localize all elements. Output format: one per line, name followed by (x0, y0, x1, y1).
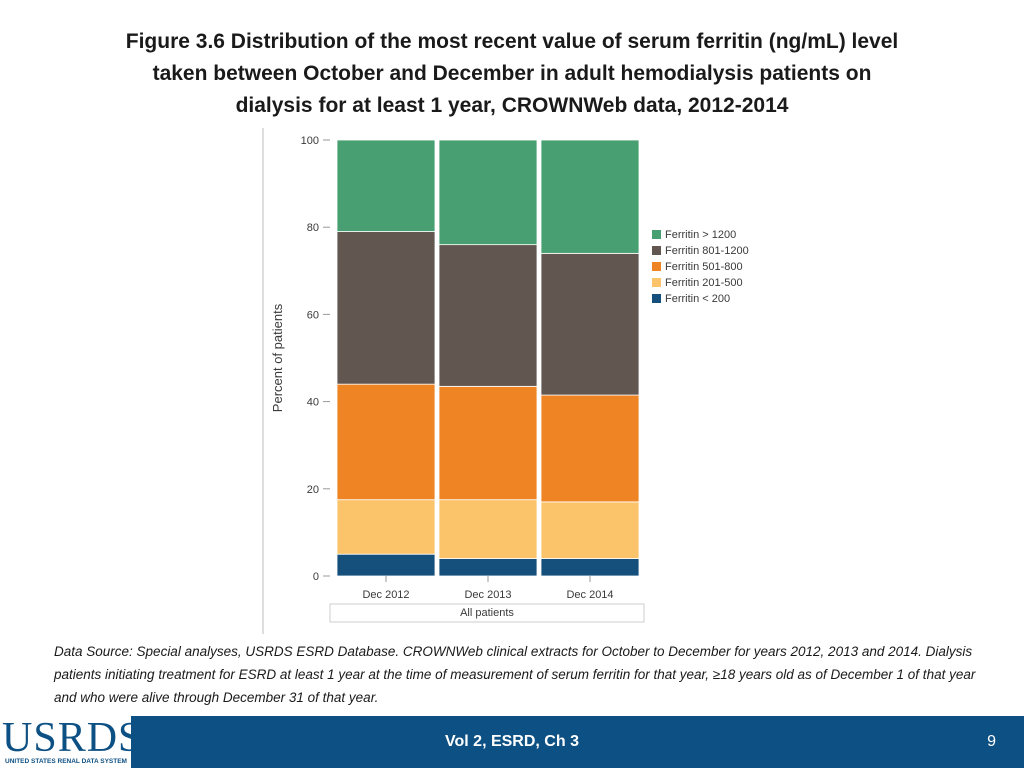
page-number: 9 (987, 733, 996, 750)
footer-bar (0, 716, 1024, 768)
y-tick-label: 20 (307, 484, 319, 496)
x-tick-label: Dec 2013 (464, 589, 511, 601)
bar-segment (540, 139, 640, 254)
bar-segment (438, 499, 538, 559)
title-line-1: Figure 3.6 Distribution of the most rece… (125, 30, 899, 53)
bar-segment (438, 244, 538, 387)
y-tick-label: 40 (307, 397, 319, 409)
legend-label: Ferritin 501-800 (665, 261, 743, 273)
bar-segment (438, 139, 538, 246)
bar-segment (438, 558, 538, 577)
bar-segment (540, 252, 640, 396)
legend-swatch (652, 262, 661, 271)
legend-swatch (652, 230, 661, 239)
bar-segment (540, 394, 640, 503)
bar-segment (540, 558, 640, 577)
slide-title: Figure 3.6 Distribution of the most rece… (60, 26, 964, 122)
bar-segment (336, 499, 436, 555)
legend-label: Ferritin 801-1200 (665, 245, 749, 257)
group-label: All patients (460, 607, 514, 619)
usrds-logo: USRDS (2, 715, 143, 761)
logo-box (0, 716, 131, 768)
x-tick-label: Dec 2012 (362, 589, 409, 601)
y-tick-label: 100 (301, 135, 319, 147)
y-axis-title: Percent of patients (270, 303, 285, 412)
y-tick-label: 60 (307, 309, 319, 321)
bar-segment (336, 553, 436, 577)
bar-segment (336, 139, 436, 232)
legend-label: Ferritin 201-500 (665, 277, 743, 289)
legend-swatch (652, 294, 661, 303)
y-tick-label: 0 (313, 571, 319, 583)
bar-segment (336, 231, 436, 385)
x-tick-label: Dec 2014 (566, 589, 613, 601)
legend-label: Ferritin > 1200 (665, 229, 736, 241)
data-source-note: Data Source: Special analyses, USRDS ESR… (54, 644, 976, 705)
legend-swatch (652, 278, 661, 287)
usrds-logo-subtitle: UNITED STATES RENAL DATA SYSTEM (5, 758, 127, 765)
footer-volume-label: Vol 2, ESRD, Ch 3 (445, 733, 579, 750)
bar-segment (336, 383, 436, 501)
title-line-2: taken between October and December in ad… (152, 62, 872, 85)
y-tick-label: 80 (307, 222, 319, 234)
bar-segment (438, 385, 538, 501)
bar-segment (540, 501, 640, 559)
legend-swatch (652, 246, 661, 255)
group-label-box (329, 603, 645, 623)
legend-label: Ferritin < 200 (665, 293, 730, 305)
title-line-3: dialysis for at least 1 year, CROWNWeb d… (235, 94, 789, 117)
ferritin-stacked-bar-chart: 0 20 40 60 80 100 Dec 2012 Dec 2013 Dec 2014 Fe… (262, 128, 749, 634)
